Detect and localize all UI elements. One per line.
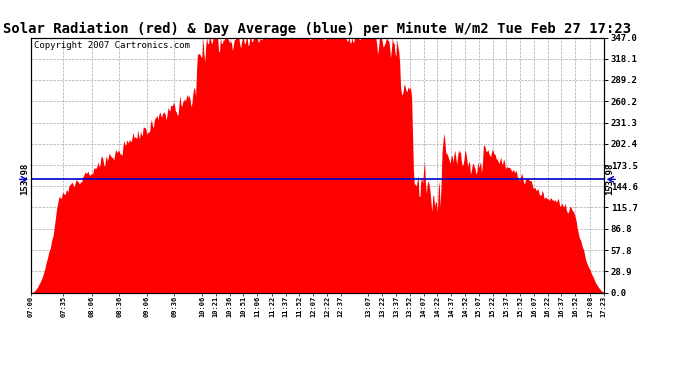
Text: 153.98: 153.98 [605,163,615,195]
Text: 153.98: 153.98 [20,163,30,195]
Text: Copyright 2007 Cartronics.com: Copyright 2007 Cartronics.com [34,41,190,50]
Title: Solar Radiation (red) & Day Average (blue) per Minute W/m2 Tue Feb 27 17:23: Solar Radiation (red) & Day Average (blu… [3,22,631,36]
